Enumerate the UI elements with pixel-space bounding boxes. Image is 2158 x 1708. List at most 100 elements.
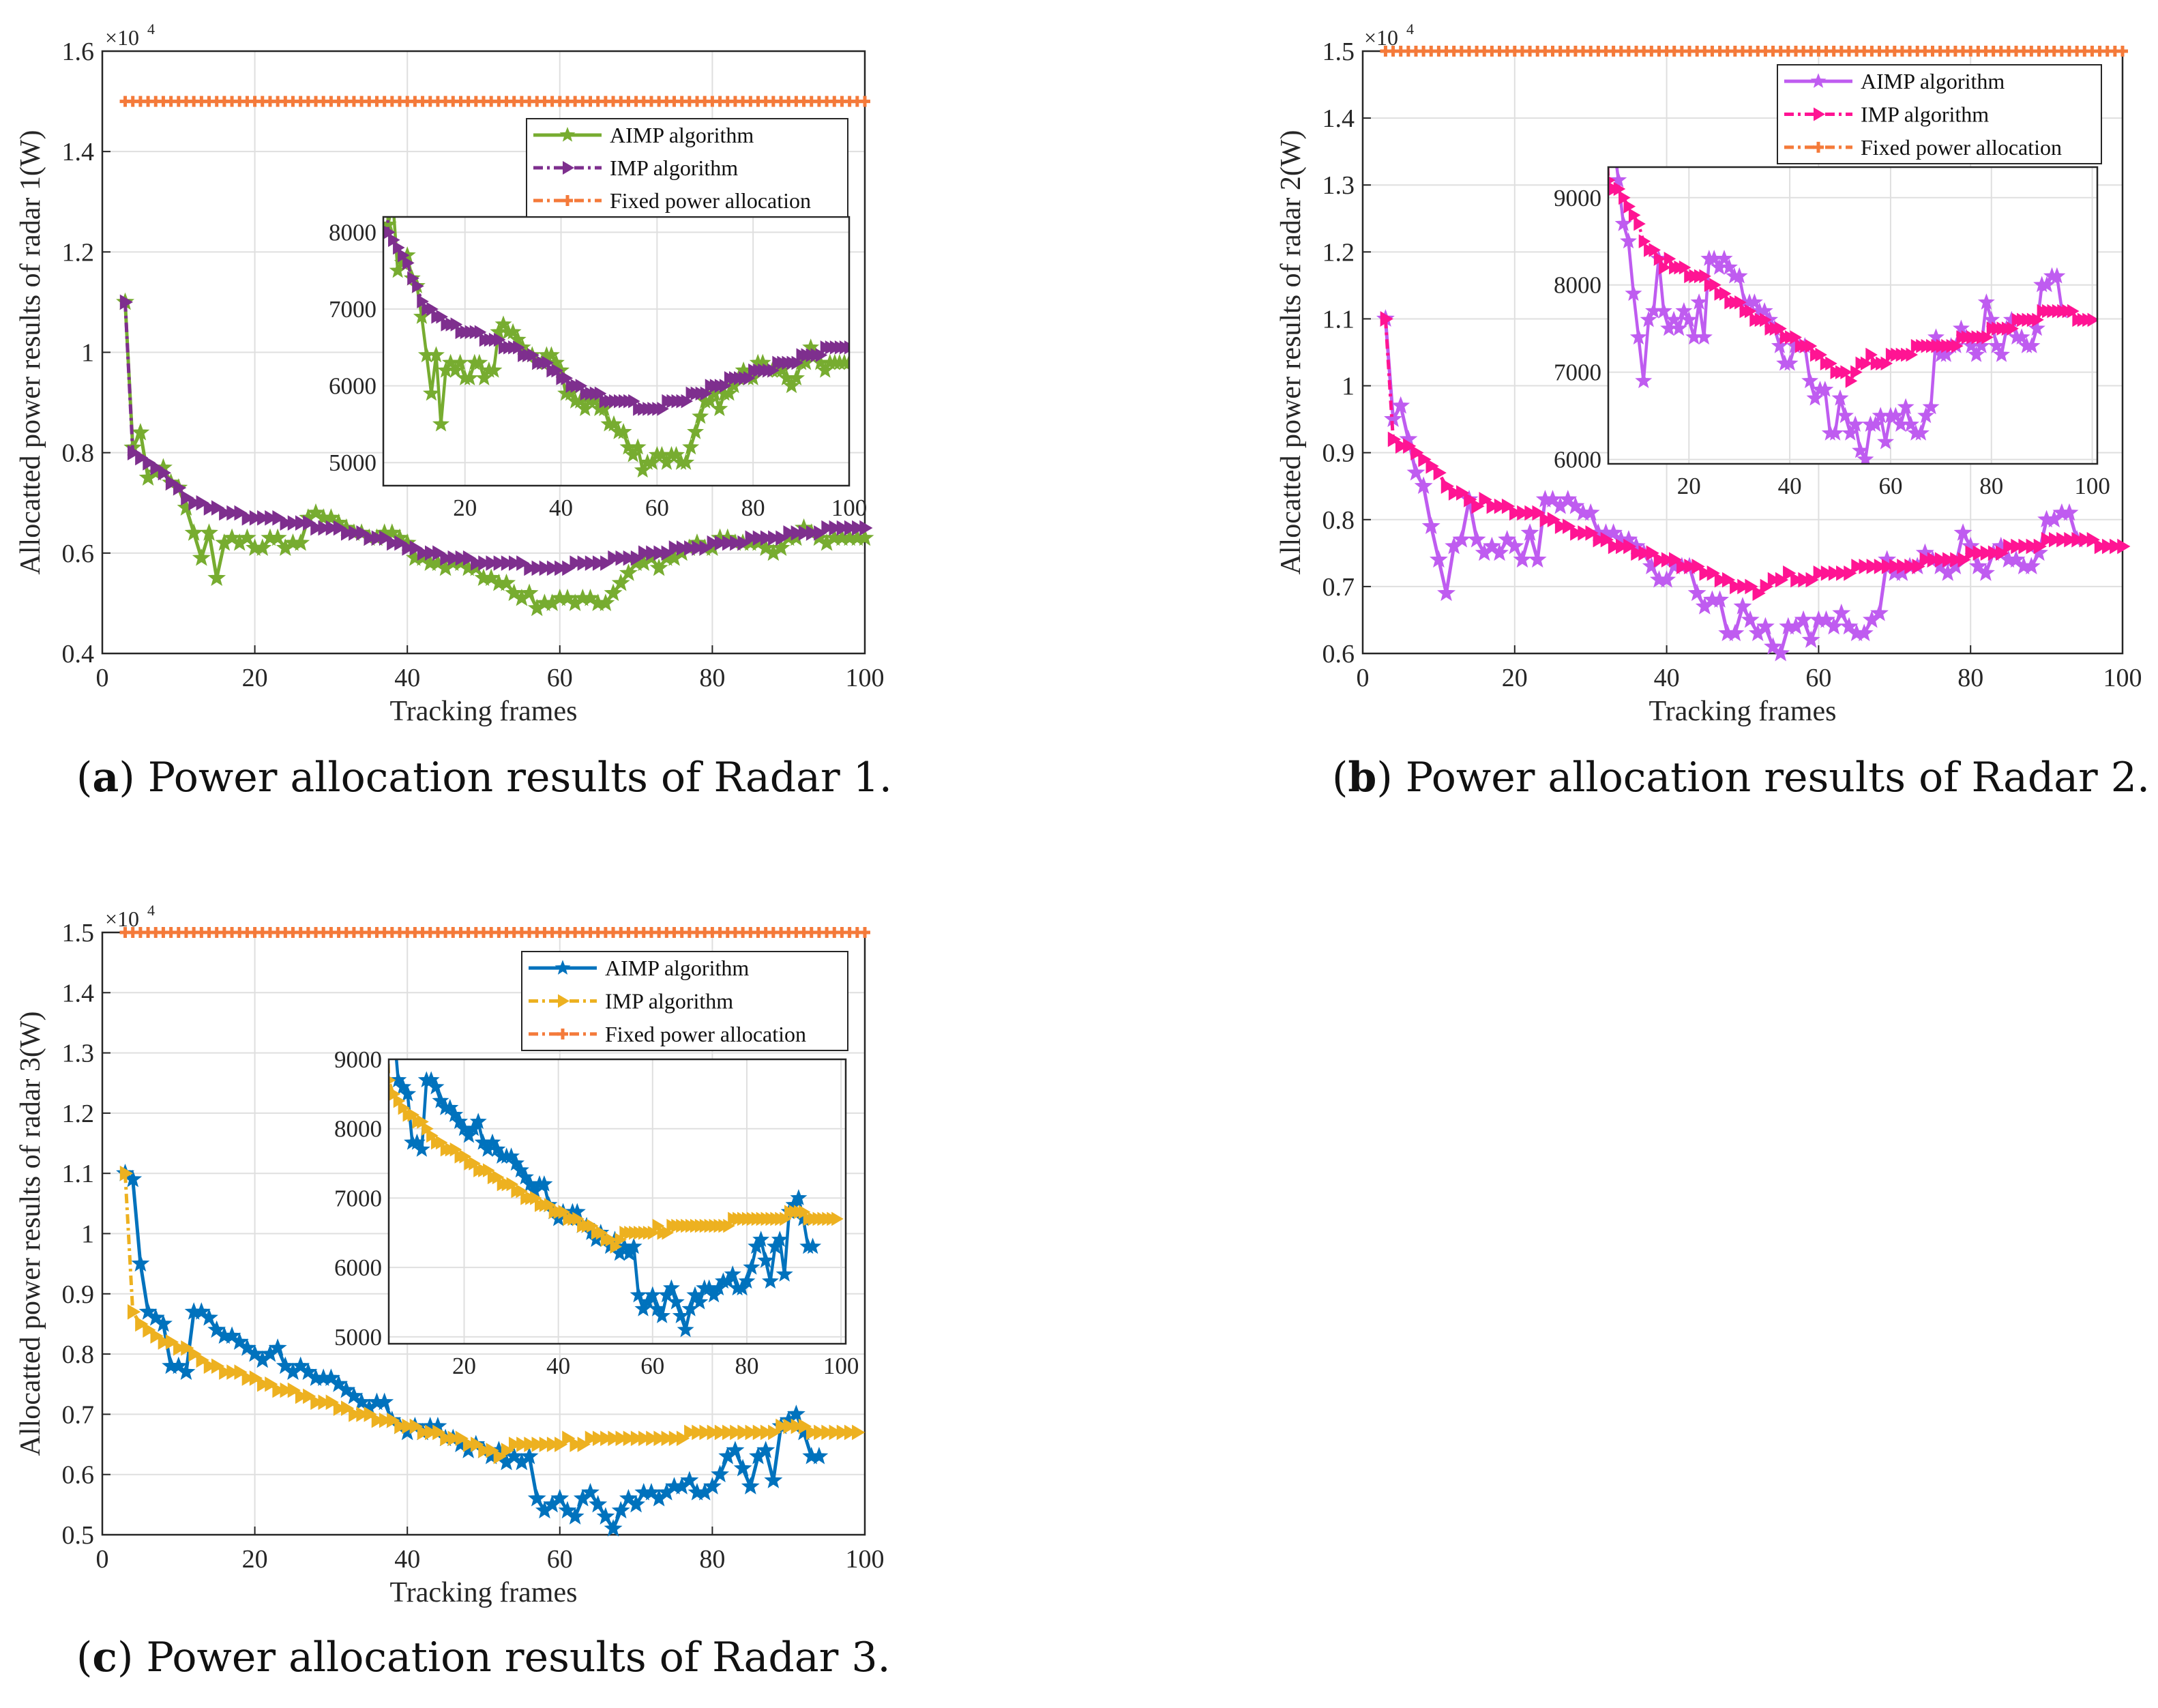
aimp-algorithm-point: [1968, 557, 1987, 574]
inset-aimp-algorithm-point: [1635, 372, 1653, 389]
imp-algorithm-point: [1730, 578, 1743, 595]
inset-imp-algorithm-point: [412, 279, 424, 293]
imp-algorithm-point: [570, 1437, 583, 1452]
imp-algorithm-point: [424, 1424, 439, 1441]
inset-aimp-algorithm-point: [1801, 372, 1819, 389]
x-tick-label: 80: [699, 664, 725, 692]
inset-area: [389, 1059, 846, 1344]
aimp-algorithm-point: [711, 1464, 730, 1483]
aimp-algorithm-point: [268, 528, 287, 546]
x-tick-label: 40: [1654, 664, 1680, 692]
inset-aimp-algorithm-point: [738, 1272, 756, 1289]
inset-area: [383, 217, 849, 486]
y-tick-label: 0.8: [62, 1340, 95, 1369]
inset-aimp-algorithm-point: [782, 377, 801, 394]
imp-algorithm-point: [173, 480, 187, 496]
y-tick-label: 0.7: [62, 1400, 95, 1429]
aimp-algorithm-point: [268, 1338, 287, 1356]
imp-algorithm-point: [226, 1364, 240, 1380]
imp-algorithm-point: [455, 1430, 469, 1447]
y-tick-label: 0.8: [62, 439, 95, 468]
imp-algorithm-point: [1616, 538, 1629, 555]
inset-aimp-algorithm-point: [2048, 267, 2066, 284]
aimp-algorithm-point: [596, 1507, 615, 1525]
imp-algorithm-point: [257, 510, 271, 526]
imp-algorithm-point: [852, 1424, 866, 1441]
imp-algorithm-point: [181, 1340, 194, 1356]
imp-algorithm-point: [1479, 492, 1492, 507]
imp-algorithm-point: [1897, 559, 1910, 574]
inset-aimp-algorithm-point: [701, 392, 719, 409]
imp-algorithm-point: [1760, 578, 1773, 595]
inset-aimp-algorithm-point: [485, 361, 503, 378]
aimp-algorithm-point: [1687, 583, 1706, 602]
inset-series: [1608, 167, 2097, 464]
aimp-algorithm-point: [1870, 603, 1889, 621]
legend: AIMP algorithm IMP algorithm Fixed power a…: [521, 951, 848, 1051]
imp-algorithm-point: [257, 1376, 271, 1392]
aimp-algorithm-point: [771, 538, 790, 556]
aimp-algorithm-point: [131, 423, 150, 441]
inset-aimp-algorithm-point: [1610, 171, 1627, 188]
aimp-algorithm-point: [611, 573, 630, 591]
aimp-algorithm-point: [786, 1404, 805, 1422]
inset-imp-algorithm-point: [402, 256, 415, 270]
imp-algorithm-point: [562, 1430, 576, 1447]
imp-algorithm-point: [424, 545, 439, 561]
imp-algorithm-point: [486, 555, 499, 571]
imp-algorithm-point: [127, 1304, 141, 1320]
imp-algorithm-point: [745, 530, 758, 546]
inset-aimp-algorithm-point: [743, 1258, 760, 1275]
fixed-power-allocation-point: [2117, 46, 2128, 57]
imp-algorithm-point: [775, 530, 789, 546]
imp-algorithm-point: [1410, 445, 1424, 460]
caption-text: ) Power allocation results of Radar 3.: [117, 1634, 891, 1681]
imp-algorithm-point: [303, 1388, 316, 1404]
imp-algorithm-point: [630, 1430, 645, 1447]
inset-y-tick-label: 6000: [329, 373, 376, 400]
inset-aimp-algorithm-point: [790, 1189, 808, 1206]
aimp-algorithm-point: [764, 1471, 783, 1488]
inset-x-tick-label: 80: [741, 495, 765, 521]
inset-aimp-algorithm-point: [687, 423, 705, 439]
legend-imp-label: IMP algorithm: [610, 156, 738, 180]
inset-aimp-algorithm-point: [1968, 345, 1985, 362]
imp-algorithm-point: [310, 520, 324, 536]
inset-aimp-algorithm-point: [389, 1071, 407, 1088]
imp-algorithm-point: [1501, 498, 1516, 514]
aimp-algorithm-point: [253, 538, 272, 556]
inset-aimp-algorithm-point: [682, 438, 700, 455]
imp-algorithm-point: [805, 525, 820, 541]
inset-y-tick-label: 7000: [1554, 359, 1601, 386]
imp-algorithm-point: [768, 530, 782, 546]
chart-panel-2: 0 20 40 60 80 100 0.6 0.7 0.8 0.9 1 1.1 1.2 1.3 1.4 1.5…: [1275, 20, 2150, 801]
inset-aimp-algorithm-point: [377, 913, 391, 927]
y-tick-label: 0.7: [1322, 573, 1355, 602]
inset-aimp-algorithm-point: [452, 353, 469, 370]
aimp-algorithm-point: [1953, 523, 1972, 541]
imp-algorithm-point: [1464, 492, 1477, 507]
imp-algorithm-point: [2041, 531, 2055, 548]
inset-aimp-algorithm-point: [840, 353, 849, 370]
inset-aimp-algorithm-point: [394, 1078, 412, 1095]
panel-caption: (b) Power allocation results of Radar 2.: [1332, 754, 2150, 801]
inset-aimp-algorithm-point: [1690, 293, 1708, 310]
inset-imp-algorithm-point: [844, 340, 849, 355]
imp-algorithm-point: [692, 540, 705, 556]
legend-imp-marker: [1814, 107, 1825, 121]
y-tick-label: 1.4: [62, 138, 95, 166]
imp-algorithm-point: [143, 455, 156, 471]
legend-aimp-marker: [555, 960, 571, 975]
inset-aimp-algorithm-point: [1756, 301, 1773, 319]
y-tick-label: 0.9: [1322, 439, 1355, 468]
inset-aimp-algorithm-point: [761, 1272, 779, 1289]
imp-algorithm-point: [493, 1448, 507, 1464]
inset-x-tick-label: 100: [831, 495, 868, 521]
inset-aimp-algorithm-point: [535, 1175, 553, 1192]
imp-algorithm-point: [1539, 512, 1553, 528]
imp-algorithm-point: [745, 1424, 758, 1441]
aimp-algorithm-point: [1741, 610, 1760, 628]
imp-algorithm-point: [844, 1424, 858, 1441]
inset-aimp-algorithm-point: [629, 438, 647, 455]
imp-algorithm-point: [1456, 485, 1470, 501]
